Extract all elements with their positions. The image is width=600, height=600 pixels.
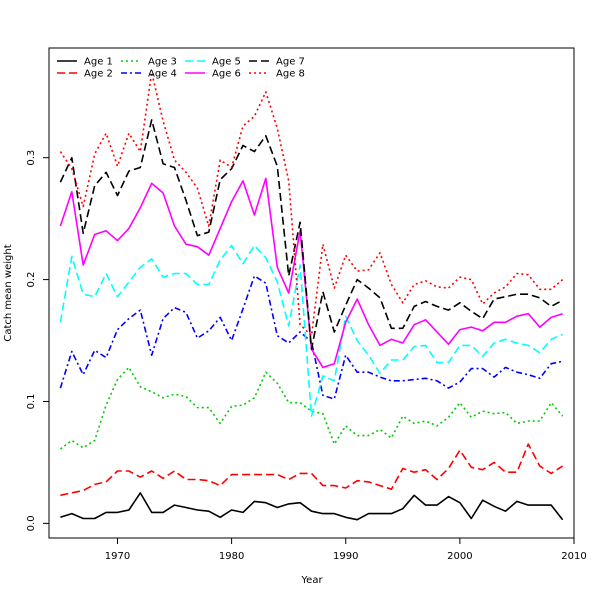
legend-label-age-6: Age 6 (212, 69, 241, 80)
series-line-age-3 (59, 366, 564, 450)
y-axis: 0.0 0.1 0.2 0.3 (26, 150, 50, 531)
series-line-age-7 (59, 119, 563, 350)
legend-label-age-3: Age 3 (148, 57, 177, 68)
x-axis-title: Year (300, 575, 323, 586)
y-tick-label: 0.3 (26, 150, 37, 166)
x-tick-label: 1980 (219, 551, 244, 562)
y-tick-label: 0.0 (26, 515, 37, 531)
series-line-age-1 (60, 492, 564, 521)
y-tick-label: 0.1 (26, 394, 37, 410)
legend-label-age-1: Age 1 (84, 57, 113, 68)
series-line-age-8 (59, 71, 564, 337)
series-layer (59, 71, 564, 521)
x-tick-label: 2000 (447, 551, 472, 562)
series-line-age-2 (60, 443, 564, 497)
legend-label-age-8: Age 8 (276, 69, 305, 80)
legend-label-age-2: Age 2 (84, 69, 113, 80)
legend-label-age-5: Age 5 (212, 57, 241, 68)
x-tick-label: 1970 (105, 551, 130, 562)
series-line-age-5 (59, 244, 563, 417)
legend-label-age-7: Age 7 (276, 57, 305, 68)
x-tick-label: 2010 (561, 551, 586, 562)
y-axis-title: Catch mean weight (3, 244, 14, 341)
x-tick-label: 1990 (333, 551, 358, 562)
legend-label-age-4: Age 4 (148, 69, 177, 80)
y-tick-label: 0.2 (26, 272, 37, 288)
x-axis: 1970 1980 1990 2000 2010 (105, 537, 587, 562)
